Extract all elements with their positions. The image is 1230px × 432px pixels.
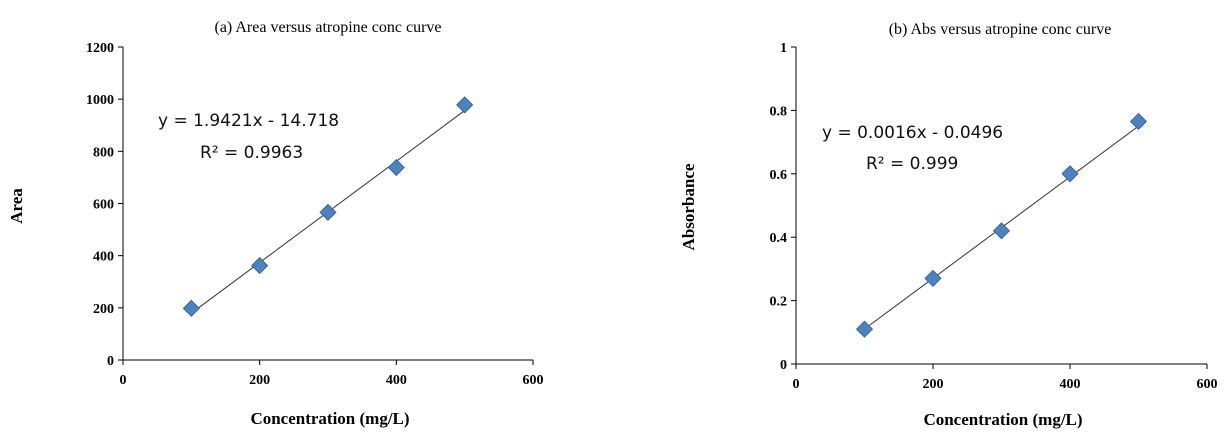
chart-b-marks <box>855 112 1148 338</box>
chart-b-y-axis-label: Absorbance <box>679 163 698 250</box>
chart-b-x-axis-label: Concentration (mg/L) <box>923 410 1082 429</box>
chart-b-data-point <box>992 222 1011 240</box>
chart-abs-vs-conc: (b) Abs versus atropine conc curve Absor… <box>679 21 1218 429</box>
chart-a-y-tick-label: 400 <box>93 250 114 265</box>
chart-a-y-tick-label: 1000 <box>86 93 114 108</box>
chart-b-title: (b) Abs versus atropine conc curve <box>889 21 1112 38</box>
chart-a-axes <box>122 47 533 361</box>
chart-b-r-squared: R² = 0.999 <box>866 154 958 174</box>
chart-a-x-axis-label: Concentration (mg/L) <box>250 409 409 428</box>
chart-area-vs-conc: (a) Area versus atropine conc curve Area… <box>7 19 544 428</box>
chart-b-x-tick-label: 400 <box>1060 377 1081 392</box>
chart-b-x-tick-label: 200 <box>923 377 944 392</box>
chart-a-y-tick-label: 1200 <box>86 41 114 56</box>
chart-a-y-axis-label: Area <box>7 188 26 224</box>
chart-b-data-point <box>924 269 942 287</box>
chart-a-title: (a) Area versus atropine conc curve <box>215 19 442 36</box>
chart-a-data-point <box>251 257 269 275</box>
chart-b-equation: y = 0.0016x - 0.0496 <box>822 123 1003 143</box>
chart-b-y-tick-label: 0 <box>780 358 787 373</box>
chart-a-x-tick-label: 200 <box>249 373 270 388</box>
chart-b-data-point <box>855 320 874 338</box>
chart-b-x-tick-label: 600 <box>1197 377 1218 392</box>
chart-a-x-tick-label: 0 <box>120 373 127 388</box>
chart-b-y-tick-label: 0.4 <box>770 231 788 246</box>
chart-a-y-tick-label: 200 <box>93 302 114 317</box>
chart-a-x-tick-label: 400 <box>386 373 407 388</box>
chart-b-data-point <box>1061 165 1079 183</box>
chart-b-axes <box>795 47 1207 365</box>
chart-a-y-tick-label: 600 <box>93 198 114 213</box>
chart-a-x-tick-label: 600 <box>523 373 544 388</box>
chart-a-marks <box>182 96 474 317</box>
chart-a-data-point <box>319 203 337 221</box>
chart-a-equation: y = 1.9421x - 14.718 <box>158 111 339 131</box>
chart-a-y-tick-label: 800 <box>93 145 114 160</box>
chart-a-data-point <box>387 158 405 177</box>
chart-b-ticks: 0 0.2 0.4 0.6 0.8 1 0 200 400 600 <box>770 41 1218 392</box>
chart-a-r-squared: R² = 0.9963 <box>200 143 303 163</box>
chart-b-x-tick-label: 0 <box>793 377 800 392</box>
chart-a-data-point <box>456 96 474 114</box>
chart-a-y-tick-label: 0 <box>107 354 114 369</box>
chart-b-y-tick-label: 0.6 <box>770 168 788 183</box>
chart-a-data-point <box>182 299 200 317</box>
chart-b-y-tick-label: 0.8 <box>770 104 788 119</box>
chart-b-data-point <box>1129 112 1148 131</box>
chart-b-y-tick-label: 0.2 <box>770 295 788 310</box>
chart-b-y-tick-label: 1 <box>780 41 787 56</box>
chart-a-ticks: 0 200 400 600 800 1000 1200 0 200 400 600 <box>86 41 544 388</box>
